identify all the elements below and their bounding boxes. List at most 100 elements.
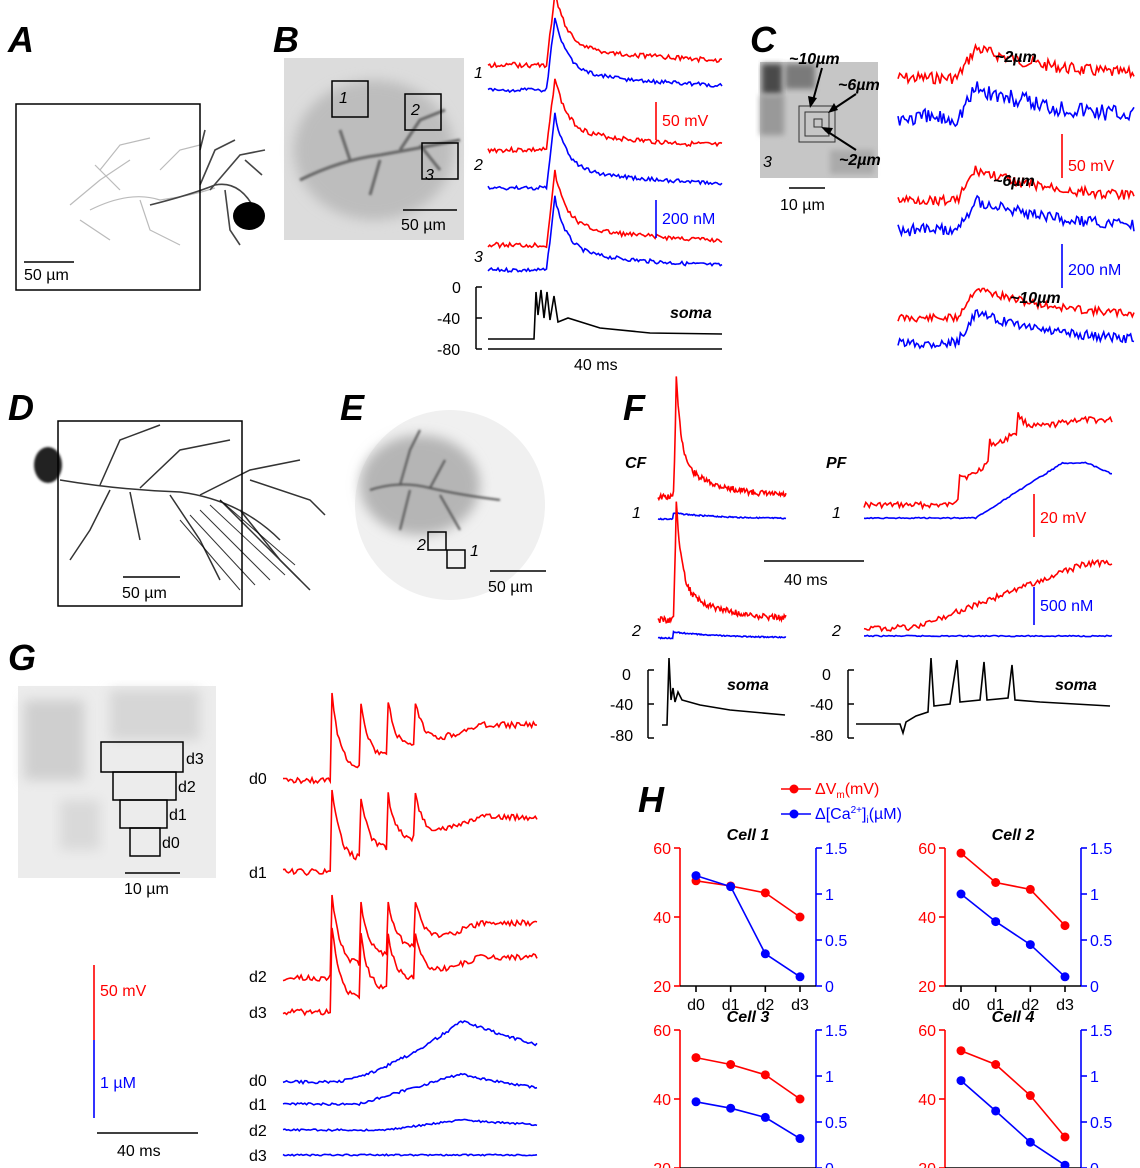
panel-c-roi-size-6: ~6µm — [838, 77, 880, 94]
ca-series-line — [960, 893, 1066, 978]
panel-g-vm-trace-d0 — [282, 692, 538, 785]
legend-ca-marker — [789, 809, 799, 819]
chart-x-tick-label: d2 — [756, 997, 774, 1014]
panel-f-scale-ca: 500 nM — [1040, 598, 1093, 615]
panel-g-vm-label-d2: d2 — [249, 969, 267, 986]
panel-label-e: E — [340, 387, 365, 428]
panel-f-pf-soma-tick-0: 0 — [822, 667, 831, 684]
panel-b-scale-ca: 200 nM — [662, 211, 715, 228]
chart-right-tick-label: 1 — [825, 1069, 834, 1086]
panel-g-roi-label-d3: d3 — [186, 751, 204, 768]
panel-f-pf-ca-trace-2 — [864, 634, 1113, 638]
panel-f-pf-label: PF — [826, 455, 848, 472]
panel-f-pf-soma-tick-2: -80 — [810, 728, 833, 745]
panel-f-pf-soma-trace — [856, 657, 1111, 736]
panel-b-soma-trace — [488, 289, 723, 340]
panel-g-time-scale: 40 ms — [117, 1143, 161, 1160]
vm-data-point — [1060, 1132, 1070, 1142]
panel-g-ca-trace-d1 — [282, 1072, 538, 1107]
panel-c-ca-trace-10um — [897, 308, 1135, 350]
panel-g-roi-label-d0: d0 — [162, 835, 180, 852]
panel-b-soma-tick-0: 0 — [452, 280, 461, 297]
legend-vm-label: ΔVm(mV) — [815, 781, 879, 801]
vm-series-line — [695, 1056, 801, 1100]
chart-left-tick-label: 60 — [918, 1023, 936, 1040]
chart-right-tick-label: 1 — [1090, 1069, 1099, 1086]
chart-right-tick-label: 1.5 — [825, 841, 847, 858]
panel-f-cf-soma-label: soma — [727, 677, 769, 694]
panel-label-g: G — [8, 637, 36, 678]
panel-b-ca-trace-1 — [487, 17, 723, 94]
vm-data-point — [795, 1094, 805, 1104]
panel-g-roi-label-d1: d1 — [169, 807, 187, 824]
panel-g-ca-label-d0: d0 — [249, 1073, 267, 1090]
chart-x-tick-label: d3 — [1056, 997, 1074, 1014]
chart-title: Cell 1 — [727, 827, 770, 844]
vm-data-point — [1025, 1091, 1035, 1101]
panel-label-d: D — [8, 387, 34, 428]
panel-h-legend: ΔVm(mV) Δ[Ca2+]i(µM) — [781, 781, 902, 826]
panel-g-vm-label-d1: d1 — [249, 865, 267, 882]
panel-c-scale-v: 50 mV — [1068, 158, 1115, 175]
panel-f-cf-soma-trace — [662, 657, 786, 726]
panel-f-pf-ca-trace-1 — [863, 461, 1112, 520]
vm-data-point — [760, 888, 770, 898]
chart-left-tick-label: 20 — [653, 979, 671, 996]
legend-ca-label: Δ[Ca2+]i(µM) — [815, 805, 902, 826]
panel-f-pf-trace-label-1: 1 — [832, 505, 841, 522]
chart-left-tick-label: 40 — [653, 910, 671, 927]
panel-g-roi-label-d2: d2 — [178, 779, 196, 796]
chart-title: Cell 3 — [727, 1009, 770, 1026]
chart-title: Cell 4 — [992, 1009, 1035, 1026]
chart-right-tick-label: 0 — [825, 979, 834, 996]
vm-data-point — [991, 1060, 1001, 1069]
panel-g-vm-trace-d3 — [282, 927, 538, 1017]
chart-right-tick-label: 0.5 — [1090, 933, 1112, 950]
panel-g-ca-trace-d0 — [282, 1020, 538, 1085]
chart-right-tick-label: 0 — [1090, 1161, 1099, 1168]
panel-g-ca-label-d1: d1 — [249, 1097, 267, 1114]
chart-right-tick-label: 1.5 — [825, 1023, 847, 1040]
panel-a-scale-label: 50 µm — [24, 267, 69, 284]
chart-right-tick-label: 0.5 — [825, 1115, 847, 1132]
chart-left-tick-label: 40 — [653, 1092, 671, 1109]
panel-c-vm-trace-6um — [897, 165, 1135, 207]
panel-f-cf-soma-tick-0: 0 — [622, 667, 631, 684]
panel-g-vm-label-d3: d3 — [249, 1005, 267, 1022]
panel-e-roi-1 — [446, 549, 466, 569]
panel-c-trace-label-6um: ~6µm — [993, 173, 1035, 190]
panel-b-time-scale: 40 ms — [574, 357, 618, 374]
panel-b-vm-trace-3 — [487, 169, 723, 250]
ca-data-point — [1060, 972, 1070, 982]
panel-b-scale-v: 50 mV — [662, 113, 709, 130]
panel-e-image: 2 1 50 µm — [355, 410, 546, 600]
chart-left-tick-label: 40 — [918, 1092, 936, 1109]
panel-label-h: H — [638, 779, 665, 820]
panel-g-vm-trace-d1 — [282, 789, 538, 877]
panel-b-vm-trace-2 — [487, 78, 723, 154]
panel-f-time-scale: 40 ms — [784, 572, 828, 589]
panel-f-cf-soma-tick-1: -40 — [610, 697, 633, 714]
panel-b-soma-tick-2: -80 — [437, 342, 460, 359]
ca-data-point — [795, 972, 805, 982]
panel-e-roi-2 — [427, 531, 447, 551]
chart-right-tick-label: 1 — [825, 887, 834, 904]
panel-f-pf-soma-label: soma — [1055, 677, 1097, 694]
panel-label-b: B — [273, 19, 299, 60]
panel-b-roi-label-2: 2 — [410, 102, 420, 119]
chart-x-tick-label: d2 — [1021, 997, 1039, 1014]
vm-data-point — [1025, 884, 1035, 894]
chart-left-tick-label: 60 — [653, 841, 671, 858]
panel-b-roi-label-1: 1 — [339, 90, 348, 107]
panel-f-cf-label: CF — [625, 455, 648, 472]
panel-label-a: A — [7, 19, 34, 60]
panel-f-cf-soma-tick-2: -80 — [610, 728, 633, 745]
panel-f-pf-vm-trace-1 — [863, 412, 1113, 511]
ca-data-point — [726, 882, 736, 892]
vm-data-point — [691, 1053, 701, 1063]
chart-right-tick-label: 0 — [1090, 979, 1099, 996]
panel-f-cf-ca-trace-2 — [657, 630, 787, 640]
panel-f-cf-vm-trace-2 — [657, 501, 787, 624]
